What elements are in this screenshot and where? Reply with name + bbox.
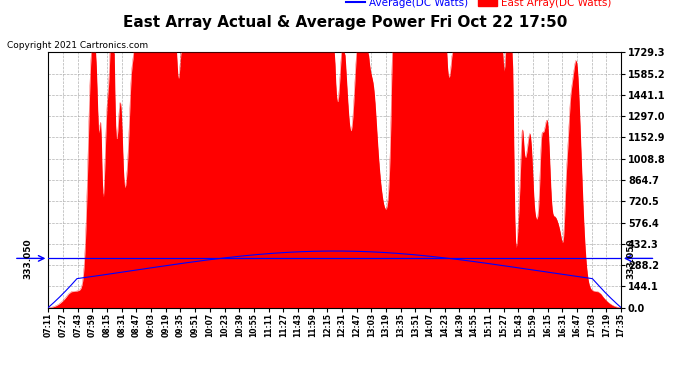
Text: 333.050: 333.050 <box>23 238 32 279</box>
Text: East Array Actual & Average Power Fri Oct 22 17:50: East Array Actual & Average Power Fri Oc… <box>123 15 567 30</box>
Legend: Average(DC Watts), East Array(DC Watts): Average(DC Watts), East Array(DC Watts) <box>342 0 615 12</box>
Text: Copyright 2021 Cartronics.com: Copyright 2021 Cartronics.com <box>7 41 148 50</box>
Text: 333.050: 333.050 <box>627 238 636 279</box>
